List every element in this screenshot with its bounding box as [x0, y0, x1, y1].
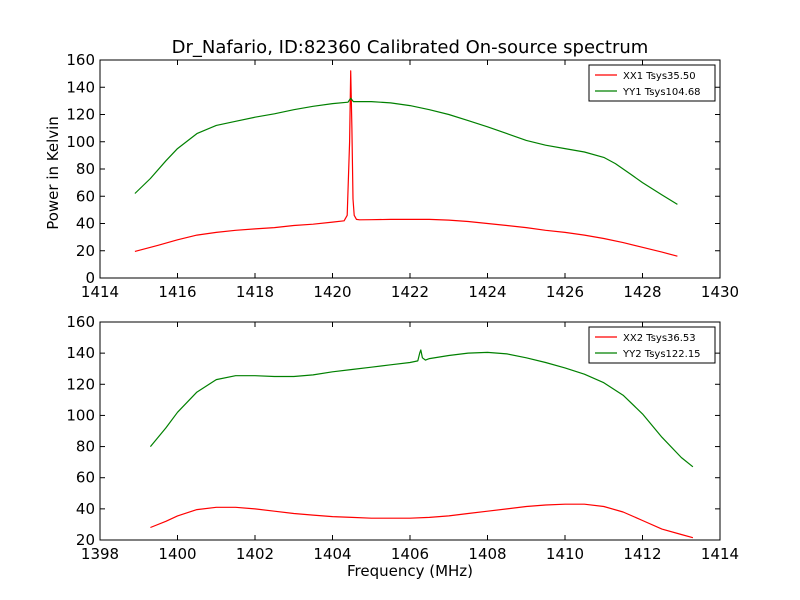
y-tick-label: 80	[76, 438, 95, 456]
legend-box	[588, 326, 716, 364]
x-tick-label: 1414	[81, 283, 119, 301]
top-subplot: 1414 1416 1418 1420 1422 1424 1426 1428 1430 0 20 4…	[66, 51, 739, 301]
x-tick-label: 1412	[623, 545, 661, 563]
x-tick-label: 1404	[313, 545, 351, 563]
y-tick-label: 120	[66, 375, 95, 393]
chart-title: Dr_Nafario, ID:82360 Calibrated On-sourc…	[172, 37, 649, 58]
y-tick-label: 40	[76, 500, 95, 518]
x-tick-label: 1416	[158, 283, 196, 301]
y-axis-label: Power in Kelvin	[44, 116, 62, 230]
x-tick-label: 1414	[701, 545, 739, 563]
x-tick-label: 1406	[391, 545, 429, 563]
x-tick-label: 1424	[468, 283, 506, 301]
legend-label: YY2 Tsys122.15	[622, 349, 701, 360]
y-tick-label: 100	[66, 133, 95, 151]
y-tick-label: 140	[66, 78, 95, 96]
bottom-subplot: 1398 1400 1402 1404 1406 1408 1410 1412 1414 20 40…	[66, 313, 739, 563]
x-tick-label: 1400	[158, 545, 196, 563]
series-line-0-0	[134, 70, 678, 257]
x-tick-label: 1410	[546, 545, 584, 563]
legend-label: XX1 Tsys35.50	[623, 71, 696, 82]
x-tick-label: 1428	[623, 283, 661, 301]
series-line-1-1	[149, 349, 694, 468]
y-tick-label: 160	[66, 313, 95, 331]
y-tick-label: 20	[76, 242, 95, 260]
y-tick-label: 20	[76, 531, 95, 549]
x-axis-label: Frequency (MHz)	[347, 562, 473, 580]
y-tick-label: 0	[85, 269, 95, 287]
x-tick-label: 1408	[468, 545, 506, 563]
y-tick-label: 60	[76, 187, 95, 205]
x-tick-label: 1398	[81, 545, 119, 563]
y-tick-label: 140	[66, 344, 95, 362]
y-tick-label: 80	[76, 160, 95, 178]
x-tick-label: 1430	[701, 283, 739, 301]
x-tick-label: 1402	[236, 545, 274, 563]
legend-label: YY1 Tsys104.68	[622, 87, 701, 98]
series-line-0-1	[134, 97, 678, 205]
y-tick-label: 100	[66, 406, 95, 424]
series-line-1-0	[150, 503, 694, 539]
legend-label: XX2 Tsys36.53	[623, 333, 696, 344]
y-tick-label: 60	[76, 469, 95, 487]
y-tick-label: 160	[66, 51, 95, 69]
y-tick-label: 120	[66, 106, 95, 124]
x-tick-label: 1418	[236, 283, 274, 301]
x-tick-label: 1420	[313, 283, 351, 301]
y-tick-label: 40	[76, 215, 95, 233]
legend-box	[588, 64, 716, 102]
x-tick-label: 1422	[391, 283, 429, 301]
x-tick-label: 1426	[546, 283, 584, 301]
